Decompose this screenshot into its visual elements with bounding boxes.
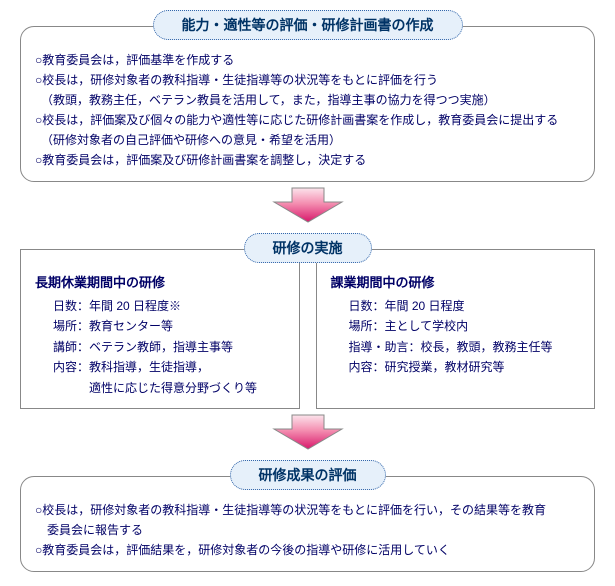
left-row: 日数：年間 20 日程度※ — [35, 296, 287, 316]
stage-3-content: ○校長は，研修対象者の教科指導・生徒指導等の状況等をもとに評価を行い，その結果等… — [20, 476, 595, 572]
right-row: 日数：年間 20 日程度 — [331, 296, 583, 316]
left-row: 講師：ベテラン教師，指導主事等 — [35, 337, 287, 357]
stage-1-line: （研修対象者の自己評価や研修への意見・希望を活用） — [35, 131, 580, 149]
stage-2: 研修の実施 長期休業期間中の研修 日数：年間 20 日程度※ 場所：教育センター… — [20, 233, 595, 409]
stage-1-line: ○教育委員会は，評価案及び研修計画書案を調整し，決定する — [35, 151, 580, 169]
stage-2-title: 研修の実施 — [244, 233, 372, 263]
right-row: 内容：研究授業，教材研究等 — [331, 357, 583, 377]
stage-1-content: ○教育委員会は，評価基準を作成する ○校長は，研修対象者の教科指導・生徒指導等の… — [20, 26, 595, 182]
stage-3-line: ○校長は，研修対象者の教科指導・生徒指導等の状況等をもとに評価を行い，その結果等… — [35, 501, 580, 519]
stage-3-title: 研修成果の評価 — [230, 460, 386, 490]
left-row: 場所：教育センター等 — [35, 316, 287, 336]
arrow-1 — [20, 186, 595, 227]
right-heading: 課業期間中の研修 — [331, 272, 583, 294]
right-row: 指導・助言：校長，教頭，教務主任等 — [331, 337, 583, 357]
left-heading: 長期休業期間中の研修 — [35, 272, 287, 294]
stage-3-line: 委員会に報告する — [35, 521, 580, 539]
stage-3-line: ○教育委員会は，評価結果を，研修対象者の今後の指導や研修に活用していく — [35, 541, 580, 559]
stage-1-line: ○校長は，研修対象者の教科指導・生徒指導等の状況等をもとに評価を行う — [35, 71, 580, 89]
stage-1-line: （教頭，教務主任，ベテラン教員を活用して，また，指導主事の協力を得つつ実施） — [35, 91, 580, 109]
down-arrow-icon — [272, 186, 344, 224]
stage-1-title: 能力・適性等の評価・研修計画書の作成 — [153, 10, 463, 40]
left-row: 内容：教科指導，生徒指導， — [35, 357, 287, 377]
right-row: 場所：主として学校内 — [331, 316, 583, 336]
left-row: 適性に応じた得意分野づくり等 — [35, 378, 287, 398]
arrow-2 — [20, 413, 595, 454]
down-arrow-icon — [272, 413, 344, 451]
stage-2-left: 長期休業期間中の研修 日数：年間 20 日程度※ 場所：教育センター等 講師：ベ… — [20, 249, 300, 409]
stage-1: 能力・適性等の評価・研修計画書の作成 ○教育委員会は，評価基準を作成する ○校長… — [20, 10, 595, 182]
stage-3: 研修成果の評価 ○校長は，研修対象者の教科指導・生徒指導等の状況等をもとに評価を… — [20, 460, 595, 572]
stage-2-right: 課業期間中の研修 日数：年間 20 日程度 場所：主として学校内 指導・助言：校… — [316, 249, 596, 409]
stage-1-line: ○校長は，評価案及び個々の能力や適性等に応じた研修計画書案を作成し，教育委員会に… — [35, 111, 580, 129]
stage-2-columns: 長期休業期間中の研修 日数：年間 20 日程度※ 場所：教育センター等 講師：ベ… — [20, 249, 595, 409]
stage-1-line: ○教育委員会は，評価基準を作成する — [35, 51, 580, 69]
